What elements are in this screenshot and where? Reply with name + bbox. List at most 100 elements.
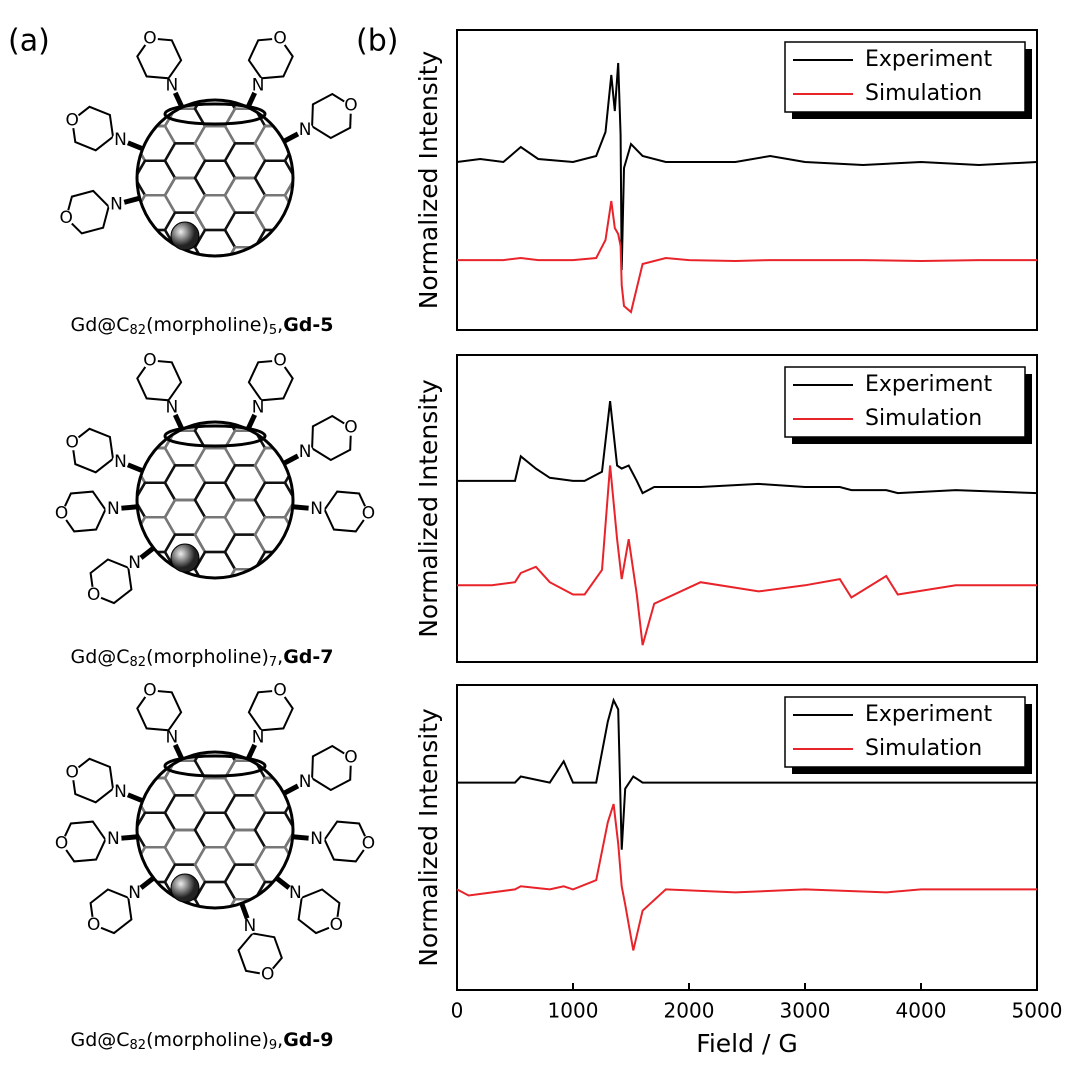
hexagon	[45, 361, 85, 396]
hexagon	[283, 422, 293, 432]
atom-bg	[126, 884, 143, 901]
hexagon	[45, 726, 85, 761]
hexagon	[75, 265, 115, 300]
hexagon	[137, 246, 147, 256]
legend-box	[784, 366, 1026, 438]
hexagon	[315, 709, 355, 744]
atom-label: O	[273, 350, 286, 370]
hexagon	[285, 673, 325, 708]
hexagon	[135, 265, 175, 300]
hexagon	[195, 265, 235, 300]
hexagon	[315, 552, 355, 587]
hexagon	[315, 674, 355, 709]
hexagon	[223, 568, 267, 578]
hexagon	[75, 986, 115, 1021]
hexagon	[345, 865, 385, 900]
atom-bg	[58, 209, 75, 226]
cage-outline	[135, 420, 295, 580]
compound-part: Gd@C	[70, 314, 129, 336]
legend-label: Experiment	[865, 702, 992, 727]
hexagon	[225, 934, 265, 969]
atom-bg	[53, 835, 70, 852]
atom-label: N	[310, 499, 323, 519]
hexagon	[137, 211, 147, 249]
atom-bg	[105, 830, 122, 847]
hexagon	[315, 847, 355, 882]
hexagon	[45, 247, 85, 282]
bond	[121, 504, 138, 511]
atom-bg	[328, 916, 345, 933]
bond	[173, 743, 185, 761]
hexagon	[165, 361, 205, 396]
morpholine-ring	[323, 820, 370, 863]
atom-bg	[250, 399, 267, 416]
legend-label: Simulation	[865, 736, 982, 761]
hexagon	[45, 691, 85, 726]
atom-label: N	[110, 194, 123, 214]
atom-bg	[108, 196, 125, 213]
atom-label: N	[107, 499, 120, 519]
hexagon	[225, 5, 265, 40]
hexagon	[283, 533, 293, 571]
hexagon	[225, 604, 265, 639]
bond	[126, 140, 144, 152]
bond	[139, 546, 156, 560]
hexagon	[45, 5, 85, 40]
hexagon	[283, 100, 293, 110]
hexagon	[345, 317, 385, 352]
atom-label: O	[273, 28, 286, 48]
atom-label: N	[114, 452, 127, 472]
atom-bg	[360, 835, 377, 852]
hexagon	[315, 57, 355, 92]
bond	[282, 783, 300, 796]
hexagon	[135, 587, 175, 622]
bond	[173, 91, 185, 109]
hexagon	[315, 517, 355, 552]
bond	[126, 792, 144, 804]
morpholine-ring	[297, 888, 341, 935]
atom-label: O	[66, 762, 79, 782]
hexagon	[345, 969, 385, 1004]
atom-label: N	[114, 782, 127, 802]
atom-bg	[241, 917, 258, 934]
hexagon	[105, 969, 145, 1004]
hexagon	[105, 5, 145, 40]
hexagon	[345, 247, 385, 282]
morpholine-ring	[237, 932, 283, 976]
hexagon	[105, 604, 145, 639]
hexagon	[225, 282, 265, 317]
hexagon	[75, 230, 115, 265]
atom-label: O	[344, 748, 357, 768]
cage-rim	[163, 102, 267, 126]
atom-label: O	[66, 110, 79, 130]
molecule: N O N O N O N O N O N O N O	[45, 344, 385, 708]
plot-frame	[456, 684, 1038, 991]
atom-label: N	[128, 553, 141, 573]
hexagon	[315, 0, 355, 22]
atom-label: O	[362, 503, 375, 523]
atom-label: O	[60, 208, 73, 228]
compound-part: 9	[269, 1038, 277, 1053]
compound-part: Gd@C	[70, 646, 129, 668]
hexagon	[75, 22, 115, 57]
hexagon	[137, 422, 147, 432]
atom-label: N	[252, 728, 265, 748]
atom-bg	[297, 122, 314, 139]
hexagon	[75, 57, 115, 92]
hexagon	[345, 639, 385, 674]
hexagon	[283, 794, 293, 832]
hexagon	[315, 986, 355, 1021]
atom-bg	[342, 97, 359, 114]
atom-bg	[250, 77, 267, 94]
series-line	[457, 697, 1037, 850]
hexagon	[195, 344, 235, 379]
atom-label: O	[273, 680, 286, 700]
series-line	[456, 803, 1037, 951]
hexagon	[105, 361, 145, 396]
morpholine-ring	[60, 490, 107, 533]
compound-part: Gd-9	[283, 1029, 333, 1051]
hexagon	[75, 161, 115, 196]
hexagon	[135, 0, 175, 22]
atom-label: N	[114, 130, 127, 150]
atom-bg	[85, 916, 102, 933]
